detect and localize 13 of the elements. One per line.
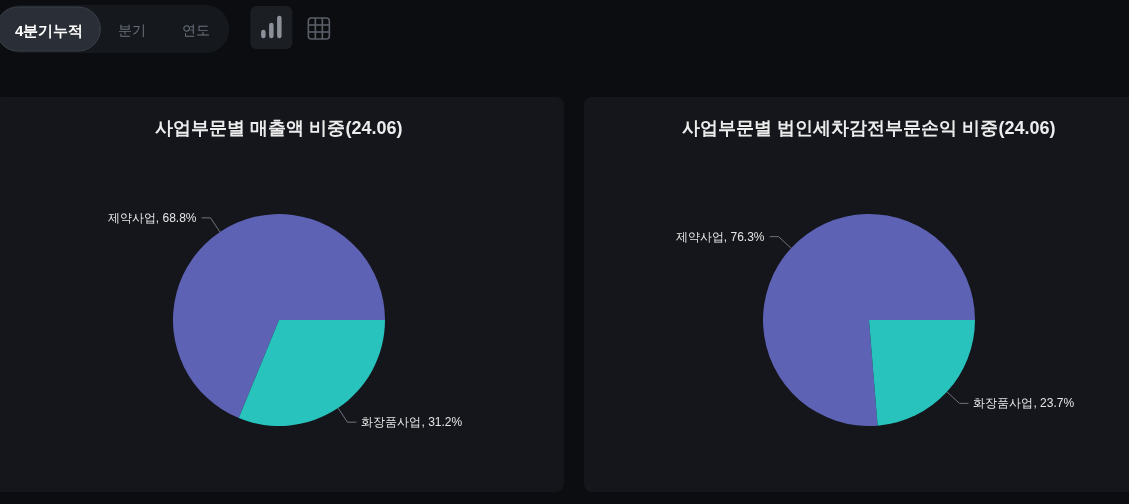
data-label: , 76.3% [723,229,765,244]
text: 연도 [182,22,211,38]
slice-label: 화장품사업 [973,396,1034,411]
slice-label: 제약사업 [107,210,156,225]
text: 분기 [118,22,147,38]
data-label: , 68.8% [155,210,197,225]
slice-label: 화장품사업 [361,415,422,430]
slice-label: 제약사업 [675,229,724,244]
chart-title: 사업부문별 법인세차감전부문손익 비중(24.06) [682,118,1056,138]
data-label: , 31.2% [421,415,463,430]
chart-title: 사업부문별 매출액 비중(24.06) [155,118,403,138]
text: 4분기누적 [15,21,84,39]
data-label: , 23.7% [1033,396,1075,411]
